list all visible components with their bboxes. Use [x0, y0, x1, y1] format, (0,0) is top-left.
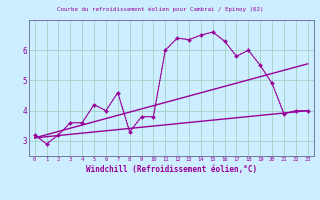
Text: Courbe du refroidissement éolien pour Cambrai / Epinoy (62): Courbe du refroidissement éolien pour Ca… [57, 6, 263, 11]
X-axis label: Windchill (Refroidissement éolien,°C): Windchill (Refroidissement éolien,°C) [86, 165, 257, 174]
